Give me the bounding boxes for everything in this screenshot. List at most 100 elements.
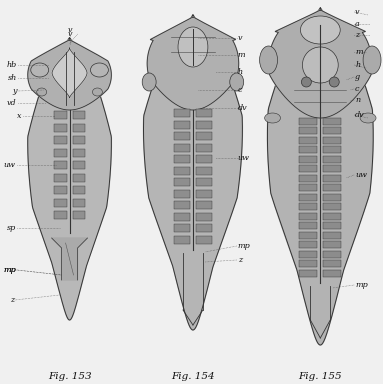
Text: uw: uw [355, 171, 367, 179]
Text: mp: mp [3, 266, 16, 274]
Text: h: h [355, 61, 360, 69]
Bar [323, 222, 341, 229]
Ellipse shape [92, 88, 102, 96]
Bar [323, 146, 341, 153]
Ellipse shape [265, 113, 280, 123]
Ellipse shape [260, 46, 278, 74]
Bar [323, 118, 341, 124]
Bar [196, 132, 212, 140]
Bar [300, 194, 318, 200]
Bar [300, 241, 318, 248]
Polygon shape [52, 48, 87, 98]
Text: h: h [238, 68, 243, 76]
Bar [54, 111, 67, 119]
Bar [72, 174, 85, 182]
Bar [323, 136, 341, 144]
Ellipse shape [142, 73, 156, 91]
Bar [323, 203, 341, 210]
Bar [174, 167, 190, 174]
Bar [300, 212, 318, 220]
Text: v: v [67, 30, 72, 38]
Bar [174, 178, 190, 186]
Ellipse shape [300, 16, 340, 44]
Ellipse shape [37, 88, 47, 96]
Bar [72, 111, 85, 119]
Bar [174, 155, 190, 163]
Bar [72, 161, 85, 169]
Bar [323, 174, 341, 182]
Bar [54, 161, 67, 169]
Bar [300, 118, 318, 124]
Bar [300, 184, 318, 191]
Bar [196, 235, 212, 243]
Polygon shape [52, 238, 87, 280]
Bar [300, 165, 318, 172]
Bar [196, 144, 212, 152]
Text: sh: sh [8, 74, 17, 82]
Bar [196, 109, 212, 117]
Bar [54, 174, 67, 182]
Bar [72, 124, 85, 131]
Bar [196, 212, 212, 220]
Ellipse shape [360, 113, 376, 123]
Text: sp: sp [7, 224, 16, 232]
Bar [323, 212, 341, 220]
Text: Fig. 153: Fig. 153 [48, 372, 92, 381]
Bar [174, 109, 190, 117]
Ellipse shape [178, 27, 208, 67]
Bar [323, 194, 341, 200]
Bar [174, 121, 190, 129]
Text: vd: vd [7, 99, 17, 107]
Bar [72, 211, 85, 219]
Bar [323, 260, 341, 267]
Text: c: c [355, 85, 360, 93]
Text: mp: mp [3, 266, 16, 274]
Bar [72, 136, 85, 144]
Bar [174, 201, 190, 209]
Bar [174, 212, 190, 220]
Bar [196, 155, 212, 163]
Text: mp: mp [238, 242, 250, 250]
Bar [196, 167, 212, 174]
Text: a: a [355, 20, 360, 28]
Bar [54, 186, 67, 194]
Bar [174, 132, 190, 140]
Text: v: v [238, 34, 242, 42]
Bar [54, 124, 67, 131]
Polygon shape [147, 17, 239, 110]
Text: mp: mp [355, 281, 368, 289]
Bar [300, 222, 318, 229]
Text: hb: hb [7, 61, 17, 69]
Text: z: z [10, 296, 14, 304]
Bar [300, 260, 318, 267]
Polygon shape [28, 38, 111, 320]
Bar [72, 149, 85, 157]
Bar [300, 232, 318, 238]
Bar [300, 156, 318, 162]
Bar [174, 224, 190, 232]
Text: Fig. 154: Fig. 154 [171, 372, 215, 381]
Text: Fig. 155: Fig. 155 [298, 372, 342, 381]
Bar [196, 189, 212, 197]
Bar [323, 270, 341, 276]
Polygon shape [267, 8, 373, 345]
Bar [300, 250, 318, 258]
Bar [54, 211, 67, 219]
Bar [300, 270, 318, 276]
Bar [300, 136, 318, 144]
Bar [323, 232, 341, 238]
Text: v: v [67, 26, 72, 34]
Bar [323, 250, 341, 258]
Text: m: m [355, 48, 363, 56]
Text: dv: dv [238, 104, 247, 112]
Bar [174, 189, 190, 197]
Text: z: z [355, 31, 359, 39]
Ellipse shape [329, 77, 339, 87]
Polygon shape [144, 15, 242, 330]
Text: n: n [355, 96, 360, 104]
Polygon shape [268, 10, 372, 118]
Bar [300, 203, 318, 210]
Bar [54, 149, 67, 157]
Text: y: y [12, 87, 17, 95]
Text: c: c [238, 86, 242, 94]
